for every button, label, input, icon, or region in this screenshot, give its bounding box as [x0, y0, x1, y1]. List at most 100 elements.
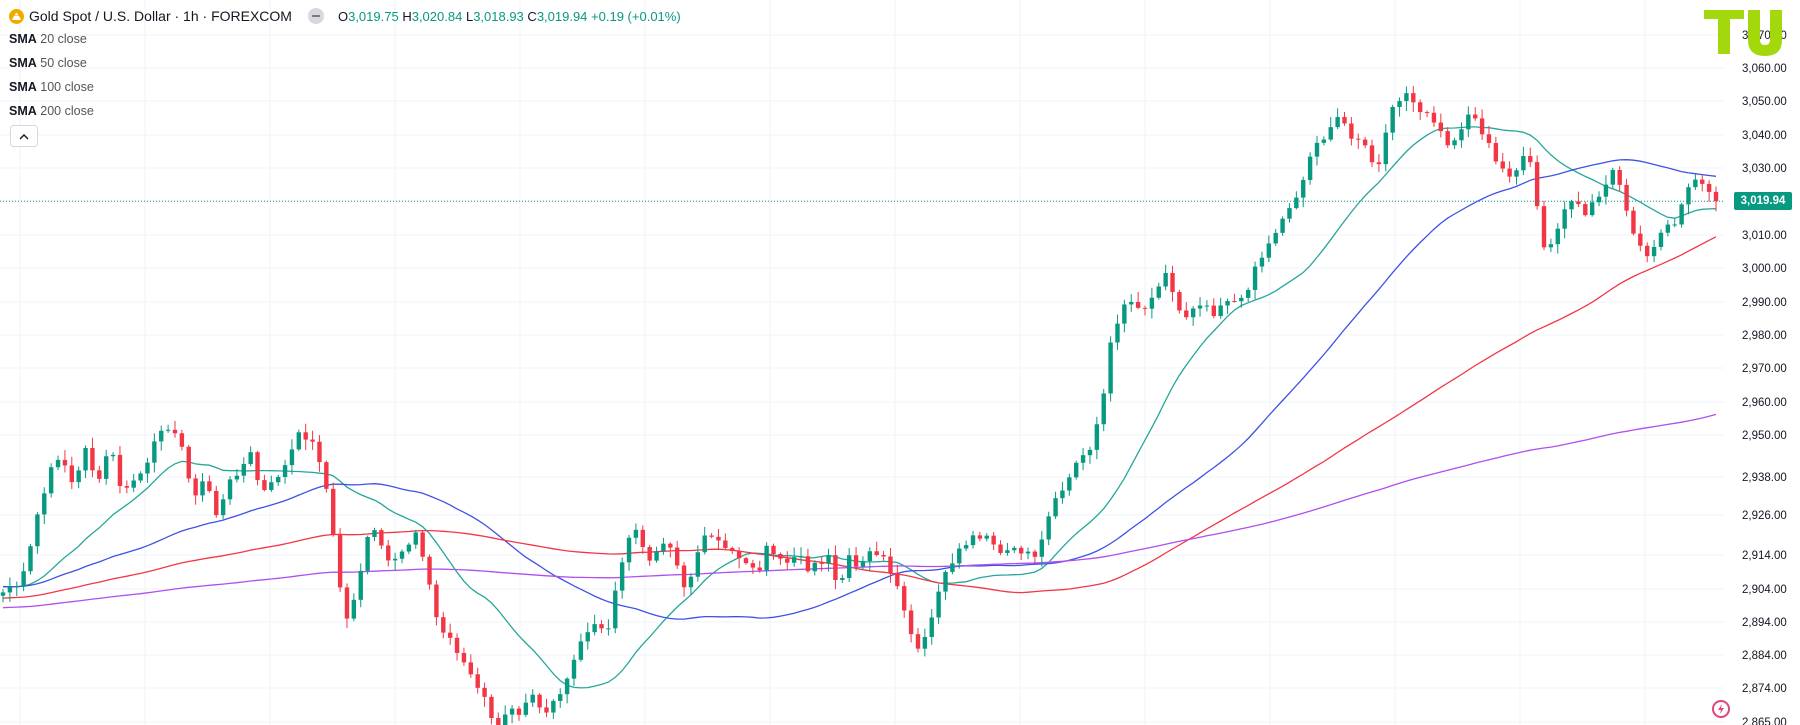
candle-body — [1356, 138, 1361, 140]
candle — [1645, 242, 1650, 263]
candle — [1287, 203, 1292, 223]
price-axis[interactable]: 2,865.00 2,874.00 2,884.00 2,894.00 2,904.00… — [1724, 0, 1800, 725]
candle-body — [551, 700, 556, 713]
candle-body — [537, 694, 542, 708]
sma-line — [2, 236, 1717, 599]
indicator-params: 20 close — [40, 32, 87, 46]
candle-body — [1521, 156, 1526, 171]
indicator-sma-200[interactable]: SMA 200 close — [9, 104, 94, 118]
candle-body — [1459, 129, 1464, 141]
candle-body — [1500, 161, 1505, 169]
candle-body — [406, 544, 412, 552]
candle — [846, 548, 852, 582]
price-tick-label: 2,904.00 — [1742, 584, 1787, 596]
candle — [1459, 122, 1464, 148]
indicator-sma-50[interactable]: SMA 50 close — [9, 56, 87, 70]
candle-body — [585, 632, 590, 642]
symbol-title[interactable]: Gold Spot / U.S. Dollar · 1h · FOREXCOM — [29, 8, 292, 24]
candle — [1280, 216, 1285, 236]
candle-body — [661, 543, 666, 552]
candle-body — [145, 462, 150, 474]
candle-body — [654, 551, 659, 561]
indicator-sma-100[interactable]: SMA 100 close — [9, 80, 94, 94]
candle-body — [943, 571, 948, 592]
candle — [640, 525, 645, 554]
candle — [1328, 117, 1333, 142]
candle — [1074, 460, 1079, 480]
candle-body — [764, 545, 769, 571]
candle-body — [55, 459, 61, 468]
candle — [420, 530, 425, 562]
indicator-sma-20[interactable]: SMA 20 close — [9, 32, 87, 46]
price-tick-label: 3,010.00 — [1742, 230, 1787, 242]
candle-body — [489, 696, 494, 718]
candle-body — [619, 562, 625, 591]
candle — [1624, 178, 1629, 217]
candle-body — [785, 558, 790, 563]
candle-body — [131, 480, 136, 488]
candle-body — [1397, 101, 1402, 107]
candle — [860, 556, 866, 571]
candle — [1177, 289, 1182, 314]
candle — [516, 706, 522, 721]
candle-body — [1053, 498, 1058, 517]
candle-body — [1266, 243, 1272, 258]
candle-body — [324, 462, 329, 489]
candle-body — [97, 470, 102, 479]
minus-icon[interactable] — [307, 8, 324, 24]
candle — [1672, 217, 1677, 228]
candle-body — [1479, 118, 1485, 135]
candle-body — [420, 532, 425, 557]
collapse-legend-button[interactable] — [10, 125, 38, 147]
lightning-icon[interactable] — [1712, 700, 1730, 718]
candle — [826, 548, 831, 572]
candle-body — [475, 674, 480, 688]
candle — [1651, 239, 1657, 263]
candle — [372, 527, 377, 542]
candle-body — [1163, 272, 1168, 287]
candle — [785, 551, 790, 571]
candle-body — [688, 576, 694, 588]
candle-body — [1184, 310, 1189, 318]
candle — [351, 593, 357, 622]
candle-body — [1576, 201, 1581, 205]
price-tick-label: 2,960.00 — [1742, 397, 1787, 409]
candle — [289, 439, 295, 475]
candle-body — [908, 610, 914, 635]
candle — [14, 581, 19, 597]
candle — [709, 533, 714, 539]
candle — [1032, 549, 1038, 564]
candle-body — [28, 546, 33, 572]
price-axis-background — [1724, 0, 1800, 725]
candle — [358, 563, 363, 608]
candle — [1005, 542, 1010, 556]
candle-body — [1596, 196, 1602, 203]
candle-body — [1018, 547, 1024, 554]
candle-body — [303, 432, 308, 440]
candle-body — [159, 430, 164, 442]
candle — [413, 529, 418, 549]
indicator-kind: SMA — [9, 56, 37, 70]
candle-body — [454, 637, 460, 653]
candle — [303, 423, 308, 451]
candle — [1521, 146, 1526, 176]
candle-body — [1417, 102, 1423, 113]
candle-body — [503, 714, 508, 725]
indicator-params: 200 close — [40, 104, 94, 118]
candle-body — [379, 530, 384, 546]
candle-body — [716, 536, 721, 541]
candle — [1301, 176, 1306, 208]
candle-body — [1466, 114, 1471, 130]
candle — [145, 457, 150, 483]
candle — [468, 654, 474, 678]
candle-body — [970, 535, 976, 546]
candle-body — [846, 555, 852, 579]
candle-body — [1060, 490, 1065, 499]
candle — [564, 677, 570, 704]
candle-body — [730, 547, 735, 552]
candle — [344, 583, 350, 629]
candle — [1225, 298, 1230, 314]
indicator-kind: SMA — [9, 80, 37, 94]
candle — [1404, 86, 1409, 111]
